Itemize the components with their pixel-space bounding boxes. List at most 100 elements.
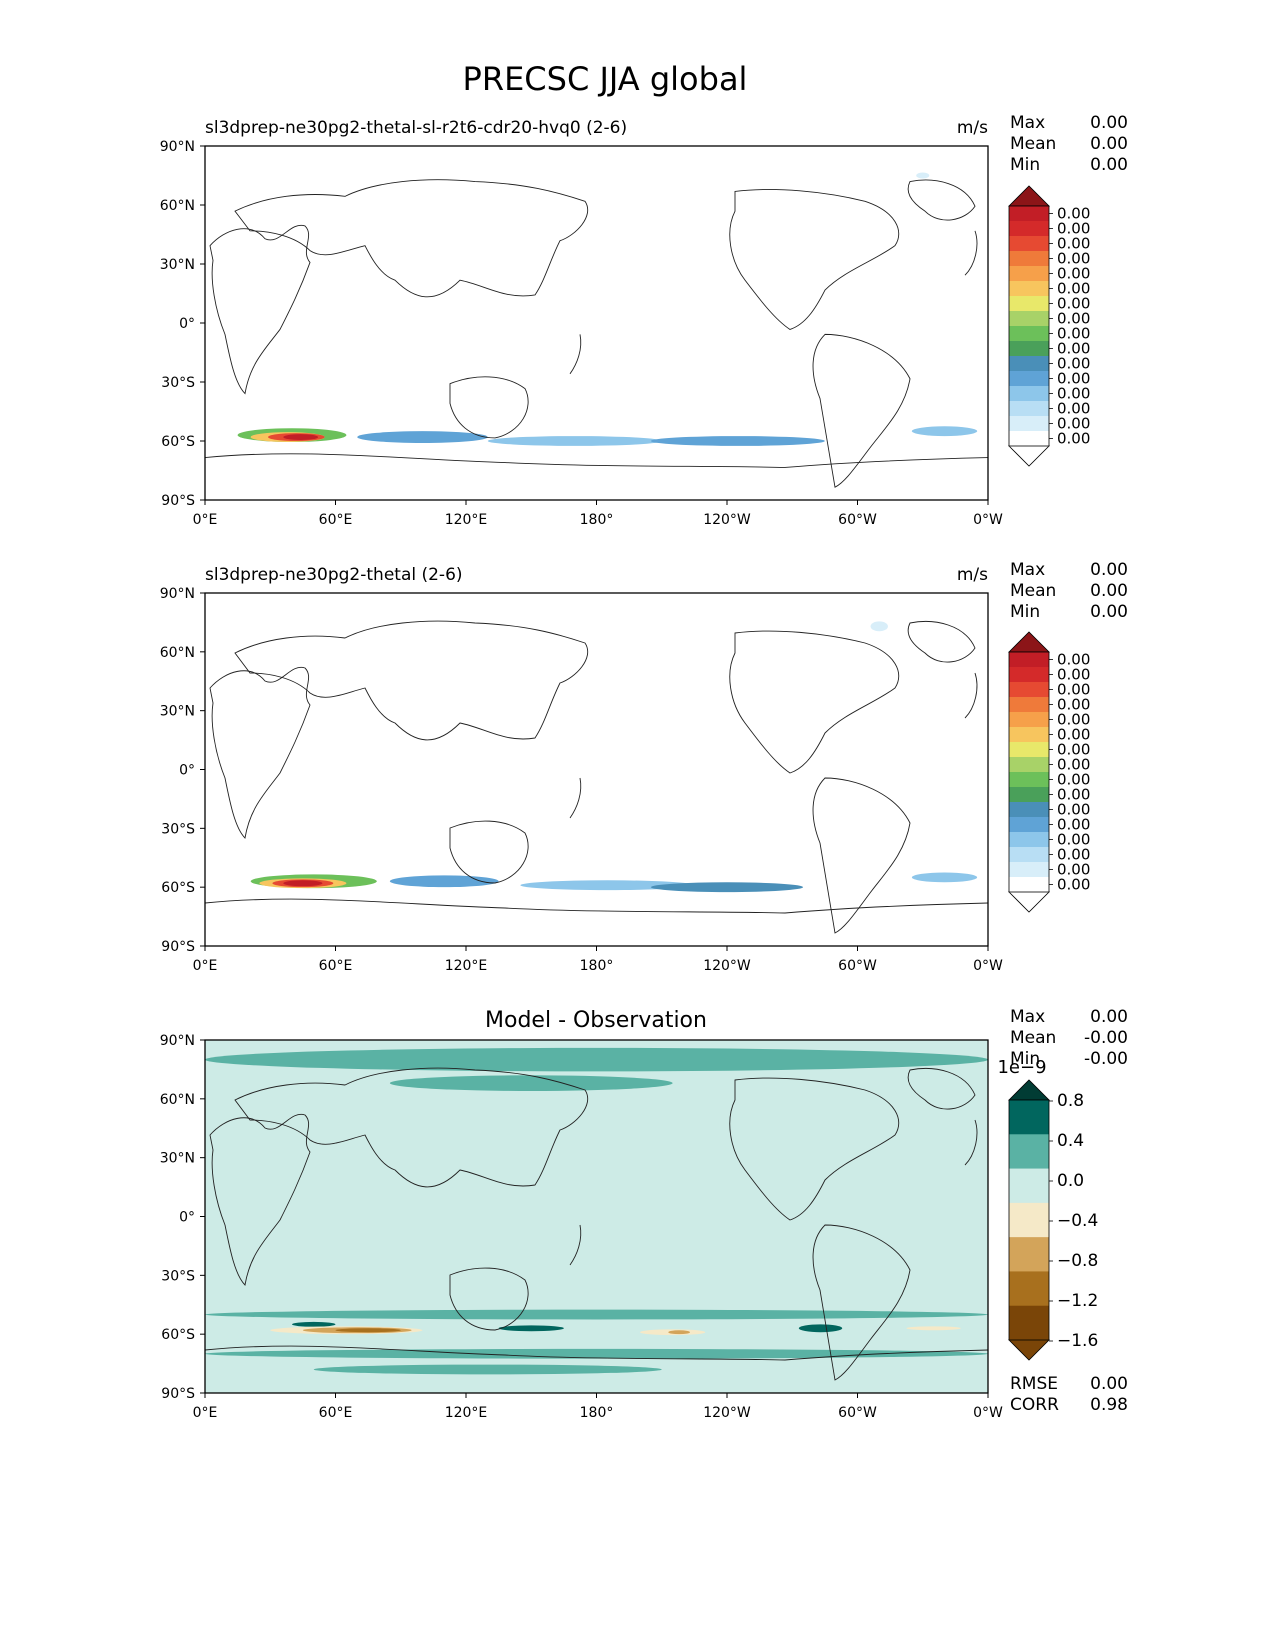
colorbar-band xyxy=(1009,1202,1049,1238)
y-tick-label: 0° xyxy=(179,1210,195,1226)
contour-region xyxy=(798,1324,843,1333)
colorbar-tick-label: 0.00 xyxy=(1057,220,1090,238)
colorbar-tick-label: 0.00 xyxy=(1057,846,1090,864)
x-tick-label: 180° xyxy=(580,958,614,974)
y-tick-label: 60°S xyxy=(161,880,195,896)
panel-title-difference: Model - Observation xyxy=(485,1008,707,1033)
x-tick-label: 120°W xyxy=(703,512,751,528)
colorbar-band xyxy=(1009,326,1049,342)
y-tick-label: 60°S xyxy=(161,1327,195,1343)
colorbar-frame xyxy=(1008,1099,1050,1341)
y-tick-label: 90°S xyxy=(161,939,195,955)
precip-field-reference xyxy=(205,593,988,946)
colorbar-scale-label: 1e−9 xyxy=(997,1057,1046,1078)
stats-reference: Max Mean Min 0.00 0.00 0.00 xyxy=(1010,560,1128,622)
colorbar-band xyxy=(1009,802,1049,818)
colorbar-band xyxy=(1009,862,1049,878)
y-tick-label: 90°N xyxy=(160,139,195,155)
stat-value-max: 0.00 xyxy=(1090,560,1128,580)
contour-region xyxy=(335,1328,401,1333)
units-label-reference: m/s xyxy=(957,565,988,585)
colorbar-tick-label: 0.00 xyxy=(1057,801,1090,819)
y-tick-label: 30°S xyxy=(161,1268,195,1284)
colorbar-tick-label: 0.00 xyxy=(1057,831,1090,849)
colorbar-band xyxy=(1009,742,1049,758)
x-tick-label: 0°E xyxy=(193,958,218,974)
contour-region xyxy=(487,436,662,446)
colorbar-band xyxy=(1009,266,1049,282)
colorbar-band xyxy=(1009,1271,1049,1307)
colorbar-band xyxy=(1009,682,1049,698)
colorbar-band xyxy=(1009,727,1049,743)
colorbar-tick-label: 0.00 xyxy=(1057,876,1090,894)
colorbar-extend-max xyxy=(1008,631,1050,653)
stat-value-min: 0.00 xyxy=(1090,602,1128,622)
colorbar-band xyxy=(1009,251,1049,267)
units-label-test: m/s xyxy=(957,118,988,138)
colorbar-band xyxy=(1009,832,1049,848)
colorbar-band xyxy=(1009,431,1049,447)
colorbar-frame xyxy=(1008,651,1050,893)
colorbar-tick-label: 0.4 xyxy=(1057,1131,1084,1151)
colorbar-band xyxy=(1009,341,1049,357)
stat-value-corr: 0.98 xyxy=(1090,1395,1128,1415)
colorbar-tick-label: 0.00 xyxy=(1057,205,1090,223)
colorbar-band xyxy=(1009,1168,1049,1204)
contour-region xyxy=(270,1053,532,1066)
field-background xyxy=(205,1040,988,1393)
x-tick-label: 60°E xyxy=(319,1405,353,1421)
colorbar-tick-label: 0.00 xyxy=(1057,370,1090,388)
colorbar-band xyxy=(1009,311,1049,327)
contour-region xyxy=(520,880,695,891)
field-background xyxy=(205,593,988,946)
colorbar-band xyxy=(1009,296,1049,312)
y-tick-label: 30°N xyxy=(160,704,195,720)
x-tick-label: 120°E xyxy=(445,1405,488,1421)
x-tick-label: 180° xyxy=(580,512,614,528)
y-tick-label: 30°N xyxy=(160,1151,195,1167)
colorbar-extend-min xyxy=(1008,445,1050,467)
colorbar-band xyxy=(1009,401,1049,417)
x-tick-label: 60°W xyxy=(838,512,877,528)
colorbar-tick-label: 0.00 xyxy=(1057,340,1090,358)
contour-region xyxy=(357,431,488,443)
colorbar-extend-min xyxy=(1008,891,1050,913)
contour-region xyxy=(283,880,323,887)
precip-field-test xyxy=(205,152,988,500)
stat-value-min: -0.00 xyxy=(1084,1049,1128,1069)
colorbar-tick-label: 0.00 xyxy=(1057,235,1090,253)
colorbar-test: 0.000.000.000.000.000.000.000.000.000.00… xyxy=(1008,185,1090,467)
contour-region xyxy=(650,436,825,446)
contour-region xyxy=(205,1309,988,1320)
stat-label-max: Max xyxy=(1010,1007,1045,1027)
colorbar-tick-label: 0.00 xyxy=(1057,280,1090,298)
colorbar-band xyxy=(1009,787,1049,803)
x-tick-label: 0°W xyxy=(973,958,1003,974)
colorbar-band xyxy=(1009,652,1049,668)
colorbar-difference: 0.8 0.4 0.0 −0.4 −0.8 −1.2 −1.6 xyxy=(1008,1079,1098,1361)
colorbar-tick-label: 0.00 xyxy=(1057,250,1090,268)
contour-region xyxy=(911,872,978,883)
colorbar-frame xyxy=(1008,205,1050,447)
colorbar-band xyxy=(1009,1305,1049,1341)
colorbar-band xyxy=(1009,877,1049,893)
colorbar-tick-label: 0.00 xyxy=(1057,756,1090,774)
panel-title-reference: sl3dprep-ne30pg2-thetal (2-6) xyxy=(205,565,463,585)
colorbar-tick-label: 0.00 xyxy=(1057,295,1090,313)
stat-value-max: 0.00 xyxy=(1090,113,1128,133)
x-tick-label: 0°W xyxy=(973,512,1003,528)
stat-label-max: Max xyxy=(1010,113,1045,133)
x-tick-label: 60°E xyxy=(319,958,353,974)
stat-label-min: Min xyxy=(1010,155,1040,175)
stat-value-mean: 0.00 xyxy=(1090,581,1128,601)
y-tick-label: 90°S xyxy=(161,1386,195,1402)
colorbar-band xyxy=(1009,386,1049,402)
x-tick-label: 0°E xyxy=(193,1405,218,1421)
contour-region xyxy=(292,1321,336,1327)
stat-label-min: Min xyxy=(1010,1049,1040,1069)
colorbar-band xyxy=(1009,356,1049,372)
stat-value-max: 0.00 xyxy=(1090,1007,1128,1027)
contour-region xyxy=(389,875,499,888)
colorbar-tick-label: 0.00 xyxy=(1057,726,1090,744)
colorbar-tick-label: −1.6 xyxy=(1057,1331,1098,1351)
